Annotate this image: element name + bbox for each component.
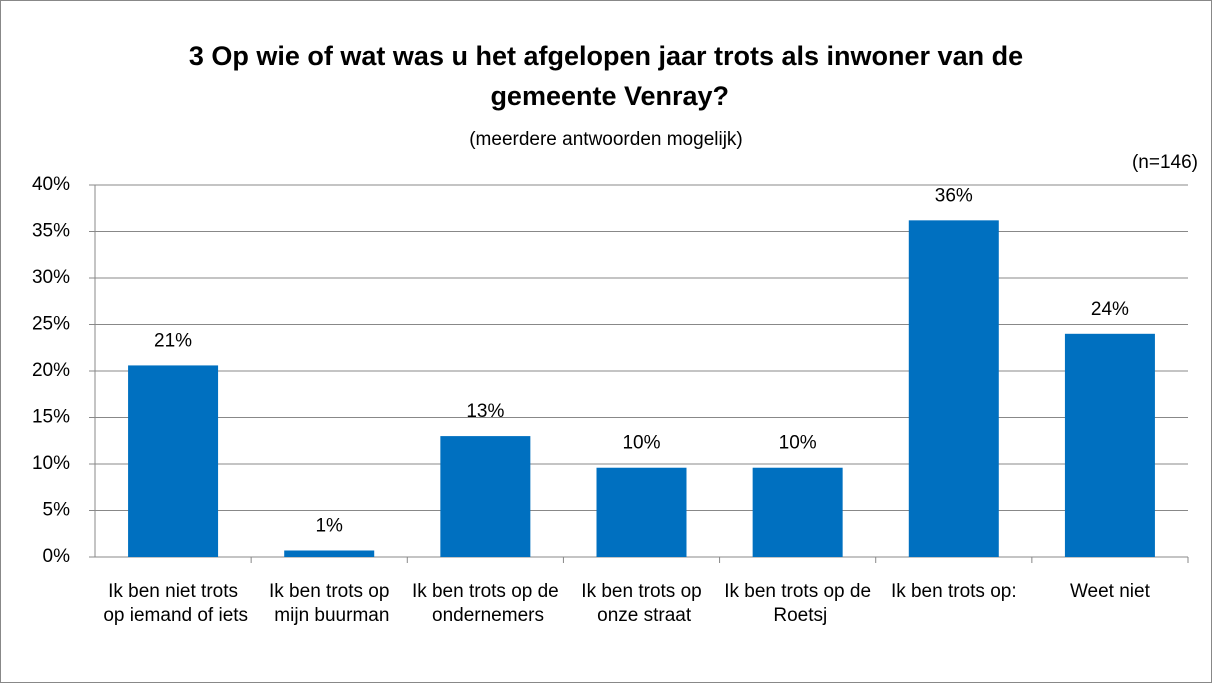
x-tick-label: Ik ben trots op onze straat: [581, 581, 701, 626]
bar: [440, 436, 531, 557]
y-tick-label: 10%: [32, 453, 70, 474]
bar: [128, 365, 219, 557]
value-label: 1%: [315, 516, 343, 537]
y-tick-label: 0%: [43, 546, 71, 567]
value-label: 36%: [935, 185, 973, 206]
chart-title: 3 Op wie of wat was u het afgelopen jaar…: [189, 41, 1023, 111]
x-tick-label: Ik ben trots op:: [891, 581, 1017, 602]
bar: [908, 220, 999, 557]
sample-size: (n=146): [1132, 152, 1198, 173]
y-tick-label: 35%: [32, 221, 70, 242]
y-tick-label: 25%: [32, 314, 70, 335]
y-tick-label: 15%: [32, 407, 70, 428]
bar: [596, 467, 687, 557]
x-tick-label: Ik ben niet trots op iemand of iets: [98, 581, 248, 626]
x-tick-label: Ik ben trots op de Roetsj: [724, 581, 871, 626]
y-tick-label: 30%: [32, 267, 70, 288]
y-tick-label: 5%: [43, 500, 71, 521]
x-tick-label: Ik ben trots op mijn buurman: [269, 581, 389, 626]
x-tick-label: Ik ben trots op de ondernemers: [412, 581, 559, 626]
y-tick-label: 40%: [32, 174, 70, 195]
bar: [752, 467, 843, 557]
value-label: 21%: [154, 330, 192, 351]
y-tick-label: 20%: [32, 360, 70, 381]
value-label: 13%: [466, 401, 504, 422]
value-label: 10%: [779, 433, 817, 454]
x-tick-label: Weet niet: [1070, 581, 1151, 602]
bar: [1064, 333, 1155, 557]
chart-subtitle: (meerdere antwoorden mogelijk): [469, 129, 743, 150]
bar: [284, 550, 375, 557]
value-label: 24%: [1091, 299, 1129, 320]
value-label: 10%: [622, 433, 660, 454]
